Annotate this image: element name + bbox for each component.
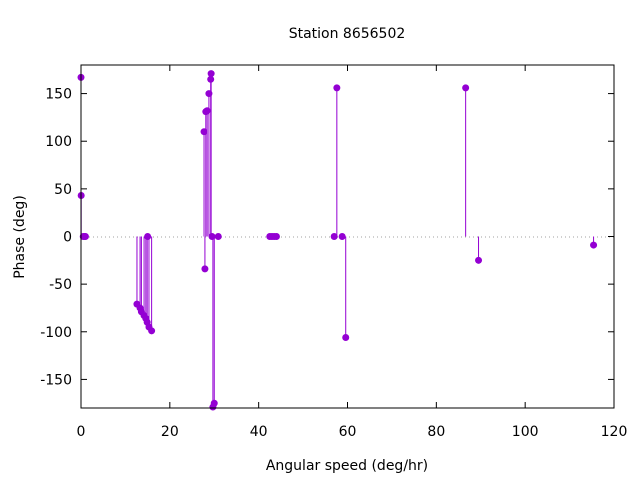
data-point xyxy=(148,327,156,335)
data-point xyxy=(203,107,211,115)
data-point xyxy=(342,333,350,341)
data-point xyxy=(330,233,338,240)
x-tick-label: 120 xyxy=(601,424,628,440)
x-tick-label: 100 xyxy=(512,424,539,440)
data-point xyxy=(590,241,598,249)
x-tick-label: 0 xyxy=(77,424,86,440)
y-tick-label: 100 xyxy=(45,134,72,150)
y-tick-label: 150 xyxy=(45,87,72,103)
data-point xyxy=(207,70,215,78)
x-tick-label: 80 xyxy=(427,424,445,440)
data-point xyxy=(333,84,341,92)
data-point xyxy=(210,399,218,407)
data-point xyxy=(214,233,222,240)
plot-border xyxy=(80,64,615,409)
data-point xyxy=(462,84,470,92)
data-point xyxy=(200,128,208,136)
data-point xyxy=(272,233,280,240)
data-point xyxy=(338,233,346,240)
data-point xyxy=(475,256,483,264)
x-tick-label: 20 xyxy=(161,424,179,440)
y-axis-label: Phase (deg) xyxy=(12,195,28,279)
x-tick-label: 60 xyxy=(339,424,357,440)
y-tick-label: 0 xyxy=(63,230,72,246)
y-tick-label: -150 xyxy=(40,372,72,388)
x-axis-label: Angular speed (deg/hr) xyxy=(266,458,428,474)
data-point xyxy=(201,265,209,273)
data-point xyxy=(144,233,152,240)
x-tick-label: 40 xyxy=(250,424,268,440)
y-tick-label: -100 xyxy=(40,325,72,341)
chart-title: Station 8656502 xyxy=(289,26,406,42)
y-tick-label: -50 xyxy=(49,277,72,293)
y-tick-label: 50 xyxy=(54,182,72,198)
data-point xyxy=(81,233,89,240)
